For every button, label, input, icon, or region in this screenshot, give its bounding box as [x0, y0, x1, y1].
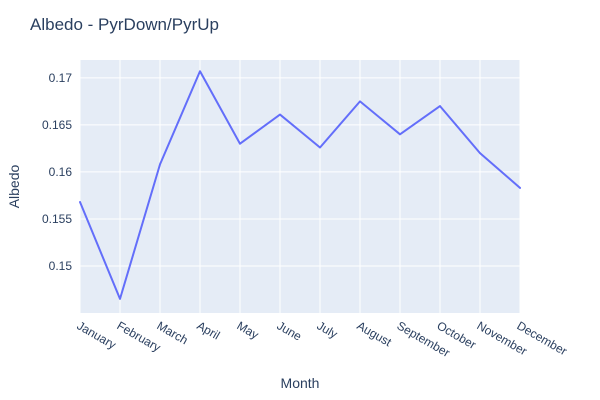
y-gridlines — [80, 77, 520, 267]
series-line — [79, 70, 521, 300]
y-tick-label: 0.16 — [49, 165, 73, 179]
x-tick-label: June — [275, 318, 305, 343]
y-tick-label: 0.155 — [42, 212, 72, 226]
x-axis-title: Month — [281, 375, 320, 391]
y-axis-ticks: 0.15 0.155 0.16 0.165 0.17 — [42, 71, 72, 273]
y-tick-label: 0.165 — [42, 118, 72, 132]
x-tick-label: July — [315, 318, 340, 341]
y-tick-label: 0.15 — [49, 259, 73, 273]
x-tick-label: April — [195, 318, 223, 342]
plot-area — [80, 60, 520, 313]
y-axis-title: Albedo — [6, 164, 22, 208]
x-tick-label: August — [355, 318, 395, 349]
series-layer — [79, 70, 521, 300]
x-tick-label: February — [115, 318, 164, 354]
x-tick-label: January — [75, 318, 119, 351]
y-tick-label: 0.17 — [49, 71, 73, 85]
chart-title: Albedo - PyrDown/PyrUp — [30, 15, 219, 34]
x-gridlines — [79, 60, 521, 313]
x-tick-label: May — [235, 318, 262, 341]
